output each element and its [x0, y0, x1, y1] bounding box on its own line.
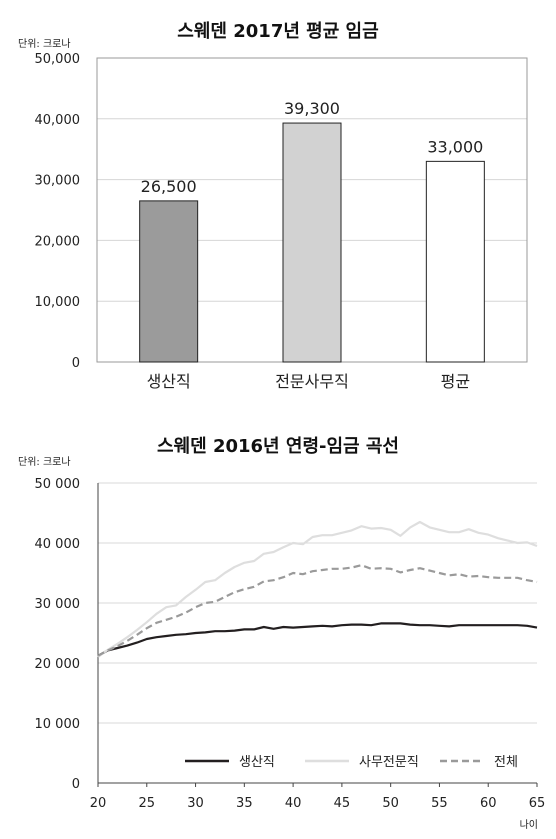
- y-tick-label: 40 000: [35, 537, 81, 552]
- x-category-label: 전문사무직: [275, 372, 349, 391]
- series-line: [97, 520, 538, 658]
- x-axis-label: 나이: [520, 819, 538, 831]
- y-tick-label: 20 000: [35, 657, 81, 672]
- legend-label: 사무전문직: [359, 755, 419, 770]
- bar-chart-svg: 0 10,000 20,000 30,000 40,000 50,000 26,500 생산직…: [35, 52, 528, 391]
- x-tick-label: 50: [382, 796, 399, 811]
- x-tick-label: 60: [480, 796, 497, 811]
- legend-label: 생산직: [239, 755, 275, 770]
- y-tick-label: 0: [72, 356, 80, 371]
- bar-chart-title: 스웨덴 2017년 평균 임금: [177, 21, 379, 42]
- y-tick-label: 20,000: [35, 234, 81, 249]
- bar-chart-panel: 스웨덴 2017년 평균 임금 단위: 크로나 0 10,000 20,000 30,…: [0, 0, 556, 405]
- x-category-label: 평균: [441, 372, 470, 391]
- y-tick-label: 40,000: [35, 113, 81, 128]
- y-tick-label: 10,000: [35, 295, 81, 310]
- x-tick-label: 45: [334, 796, 351, 811]
- y-tick-label: 30 000: [35, 597, 81, 612]
- x-tick-label: 55: [431, 796, 448, 811]
- line-chart-unit-label: 단위: 크로나: [18, 457, 71, 468]
- bar-chart-unit-label: 단위: 크로나: [18, 39, 71, 50]
- x-tick-label: 65: [529, 796, 546, 811]
- bar: [139, 200, 199, 363]
- legend-label: 전체: [494, 755, 518, 770]
- x-tick-label: 35: [236, 796, 253, 811]
- bar-value-label: 39,300: [284, 99, 340, 118]
- legend: 생산직 사무전문직 전체: [185, 755, 518, 770]
- x-tick-label: 40: [285, 796, 302, 811]
- y-tick-label: 10 000: [35, 717, 81, 732]
- y-tick-label: 50,000: [35, 52, 81, 67]
- y-tick-label: 50 000: [35, 477, 81, 492]
- x-tick-label: 25: [139, 796, 156, 811]
- series-line: [97, 622, 538, 657]
- y-tick-label: 30,000: [35, 174, 81, 189]
- x-tick-label: 20: [90, 796, 107, 811]
- bar-value-label: 26,500: [141, 177, 197, 196]
- line-chart-panel: 스웨덴 2016년 연령-임금 곡선 단위: 크로나 0 10 000 20 000…: [0, 418, 556, 839]
- y-tick-label: 0: [72, 777, 80, 792]
- bar-value-label: 33,000: [427, 137, 483, 156]
- x-category-label: 생산직: [147, 372, 191, 391]
- bar: [425, 160, 485, 363]
- x-tick-label: 30: [187, 796, 204, 811]
- bar: [282, 122, 342, 363]
- series-line: [97, 564, 538, 657]
- line-chart-svg: 0 10 000 20 000 30 000 40 000 50 000 20 25 30 35 4…: [35, 477, 546, 831]
- line-chart-title: 스웨덴 2016년 연령-임금 곡선: [157, 436, 399, 457]
